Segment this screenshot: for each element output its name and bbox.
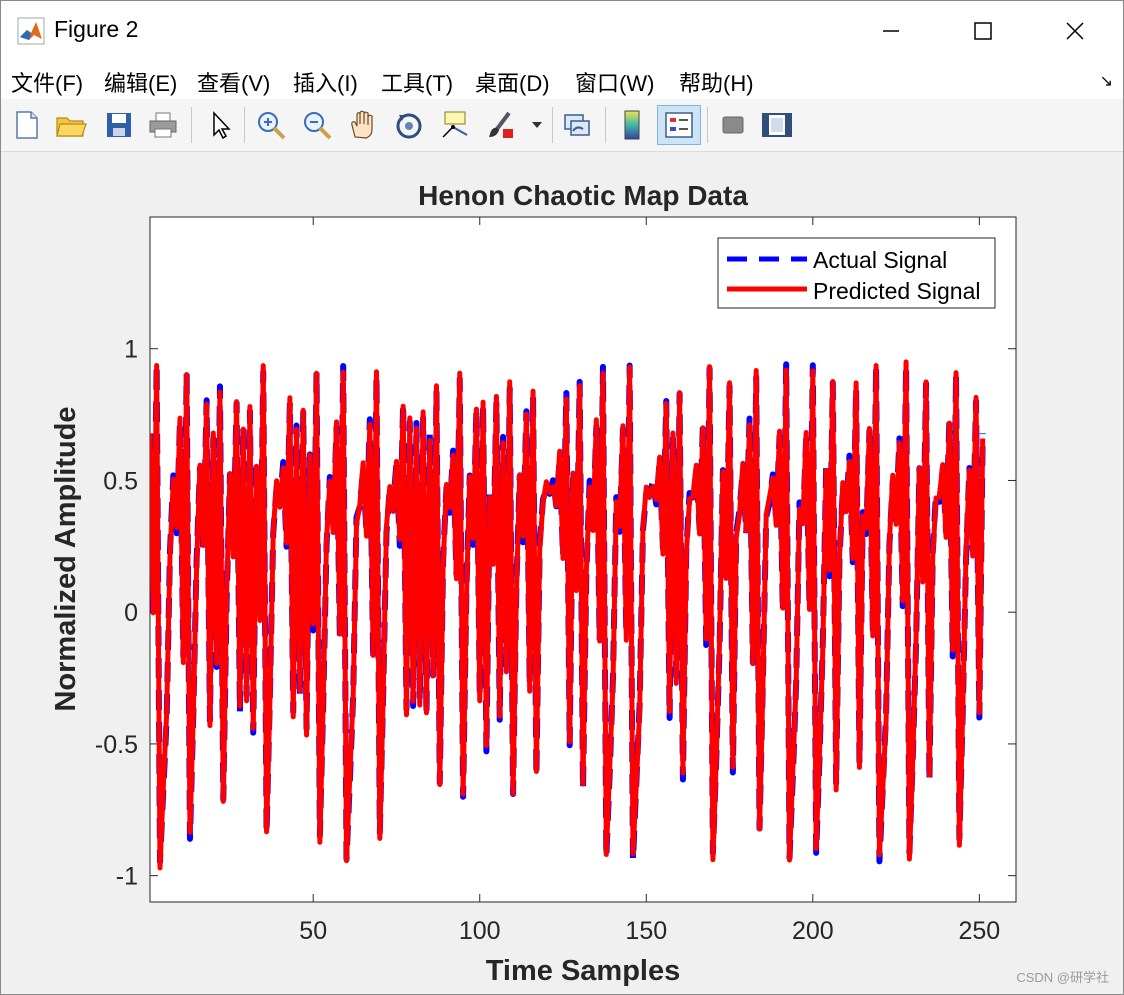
insert-colorbar-button[interactable]	[614, 105, 650, 145]
menu-file[interactable]: 文件(F)	[11, 71, 84, 96]
zoom-out-button[interactable]	[299, 105, 335, 145]
chevron-down-icon	[532, 122, 542, 128]
menu-window[interactable]: 窗口(W)	[575, 71, 655, 96]
toolbar-separator	[707, 107, 708, 143]
dock-arrow-icon[interactable]: ↘	[1099, 73, 1113, 90]
print-button[interactable]	[145, 105, 181, 145]
open-file-button[interactable]	[53, 105, 89, 145]
print-icon	[149, 112, 177, 138]
series-line-predicted[interactable]	[150, 359, 986, 871]
y-tick-label: 0.5	[103, 467, 138, 495]
zoom-in-button[interactable]	[253, 105, 289, 145]
hide-plot-tools-button[interactable]	[715, 105, 751, 145]
link-plot-icon	[564, 114, 590, 136]
title-bar: Figure 2	[1, 1, 1123, 61]
x-axis-label: Time Samples	[486, 955, 681, 987]
window-title: Figure 2	[54, 16, 139, 42]
show-plot-tools-button[interactable]	[759, 105, 795, 145]
y-tick-labels: -1 -0.5 0 0.5 1	[95, 336, 138, 891]
y-axis-label: Normalized Amplitude	[50, 406, 82, 711]
y-tick-label: 0	[124, 599, 138, 627]
toolbar	[1, 99, 1123, 152]
new-figure-button[interactable]	[9, 105, 45, 145]
minimize-button[interactable]	[845, 1, 937, 61]
close-button[interactable]	[1029, 1, 1121, 61]
watermark: CSDN @研学社	[1016, 970, 1109, 985]
matlab-logo-icon	[17, 17, 45, 45]
menu-desktop[interactable]: 桌面(D)	[475, 71, 550, 96]
toolbar-separator	[191, 107, 192, 143]
zoom-in-icon	[258, 112, 286, 140]
menu-help[interactable]: 帮助(H)	[679, 71, 754, 96]
pan-hand-icon	[351, 110, 373, 139]
legend-actual-label: Actual Signal	[813, 247, 947, 273]
brush-icon	[489, 111, 513, 138]
x-tick-label: 250	[959, 917, 1001, 945]
hide-plot-tools-icon	[722, 116, 744, 134]
chart-title: Henon Chaotic Map Data	[418, 180, 748, 211]
x-tick-label: 150	[625, 917, 667, 945]
series-layer	[150, 359, 986, 871]
zoom-out-icon	[304, 112, 332, 140]
menu-insert[interactable]: 插入(I)	[293, 71, 358, 96]
menu-tools[interactable]: 工具(T)	[381, 71, 454, 96]
x-tick-labels: 50 100 150 200 250	[299, 917, 1000, 945]
legend[interactable]: Actual Signal Predicted Signal	[717, 237, 996, 309]
rotate-3d-button[interactable]	[391, 105, 427, 145]
y-tick-label: -1	[116, 863, 138, 891]
brush-dropdown-button[interactable]	[527, 105, 547, 145]
legend-box	[717, 237, 996, 309]
toolbar-separator	[605, 107, 606, 143]
x-tick-label: 200	[792, 917, 834, 945]
show-plot-tools-icon	[762, 113, 792, 137]
legend-predicted-label: Predicted Signal	[813, 278, 981, 304]
brush-button[interactable]	[483, 105, 519, 145]
toolbar-separator	[552, 107, 553, 143]
y-tick-label: -0.5	[95, 731, 138, 759]
maximize-icon	[974, 22, 992, 40]
close-icon	[1066, 22, 1084, 40]
select-pointer-icon	[213, 111, 231, 140]
x-tick-label: 50	[299, 917, 327, 945]
save-icon	[107, 113, 131, 137]
link-plot-button[interactable]	[559, 105, 595, 145]
legend-icon	[665, 112, 693, 138]
pan-button[interactable]	[345, 105, 381, 145]
new-figure-icon	[16, 111, 38, 139]
menu-edit[interactable]: 编辑(E)	[104, 71, 178, 96]
menu-bar: 文件(F) 编辑(E) 查看(V) 插入(I) 工具(T) 桌面(D) 窗口(W…	[1, 61, 1123, 99]
open-file-icon	[56, 117, 87, 137]
colorbar-icon	[624, 110, 640, 140]
figure-canvas: Henon Chaotic Map Data 50 100 150 200 250 -1…	[1, 152, 1123, 994]
minimize-icon	[883, 30, 899, 32]
x-tick-label: 100	[459, 917, 501, 945]
maximize-button[interactable]	[937, 1, 1029, 61]
rotate-3d-icon	[396, 113, 422, 139]
data-cursor-button[interactable]	[437, 105, 473, 145]
toolbar-separator	[244, 107, 245, 143]
y-tick-label: 1	[124, 336, 138, 364]
axis-ticks	[150, 217, 1016, 902]
insert-legend-button[interactable]	[657, 105, 701, 145]
select-pointer-button[interactable]	[202, 105, 238, 145]
menu-view[interactable]: 查看(V)	[197, 71, 271, 96]
save-button[interactable]	[101, 105, 137, 145]
data-cursor-icon	[442, 111, 468, 138]
